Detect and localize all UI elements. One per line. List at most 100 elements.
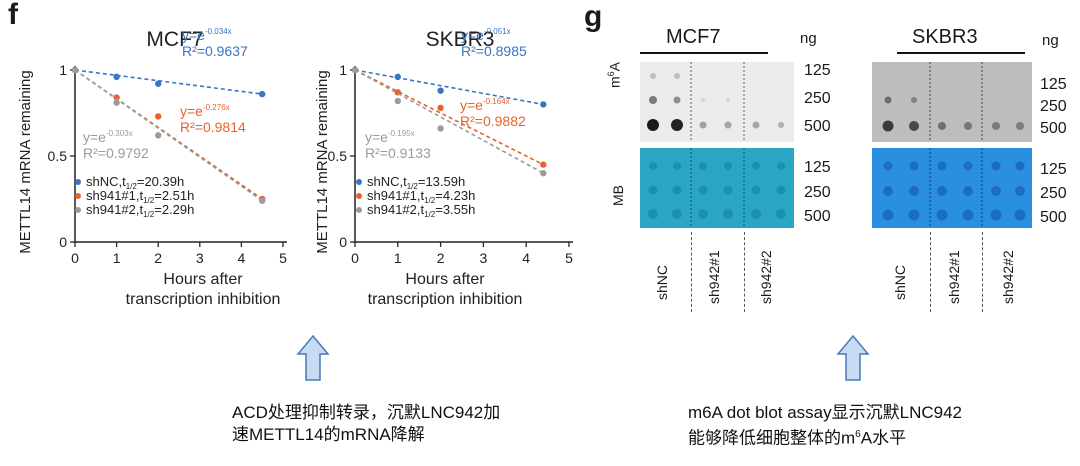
legend-entry: sh941#1,t1/2=2.51h: [86, 188, 194, 205]
legend-value: =20.39h: [137, 174, 184, 189]
legend-subscript: 1/2: [143, 196, 155, 205]
fit-r2: R²=0.9814: [180, 119, 246, 135]
legend-entry: sh941#2,t1/2=2.29h: [86, 202, 194, 219]
mcf7-mb-membrane: [640, 148, 794, 228]
amount-label: 125: [804, 62, 831, 79]
x-tick-label: 3: [480, 250, 488, 266]
amount-label: 125: [1040, 76, 1067, 93]
lane-label-sh942-2-skbr3: sh942#2: [1000, 250, 1016, 304]
data-point: [437, 125, 444, 132]
fit-line: [74, 69, 263, 95]
data-point: [540, 101, 547, 108]
data-point: [394, 97, 401, 105]
data-point: [113, 99, 120, 106]
fit-r2: R²=0.9637: [182, 43, 248, 59]
lane-label-sh942-1-mcf7: sh942#1: [706, 250, 722, 304]
fit-r2: R²=0.9133: [365, 145, 431, 161]
lane-label-sh942-1-skbr3: sh942#1: [946, 250, 962, 304]
legend-marker: [356, 207, 362, 213]
data-point: [540, 170, 547, 177]
blot-header-line-skbr3: [897, 52, 1025, 54]
data-point: [155, 113, 162, 120]
y-axis-label: METTL14 mRNA remaining: [314, 70, 331, 253]
fit-equation: y=e-0.303x: [83, 129, 133, 145]
legend-marker: [75, 207, 81, 213]
up-arrow-icon: [296, 334, 330, 381]
data-point: [113, 73, 120, 81]
x-tick-label: 2: [437, 250, 445, 266]
x-tick-label: 1: [113, 250, 121, 266]
lane-label-shnc-skbr3: shNC: [892, 264, 908, 300]
legend-entry: sh941#1,t1/2=4.23h: [367, 188, 475, 205]
fit-exponent: -0.051x: [484, 27, 511, 36]
data-point: [351, 66, 359, 74]
y-tick-label: 0.5: [328, 148, 348, 164]
legend-marker: [75, 193, 81, 199]
fit-exponent: -0.034x: [205, 27, 232, 36]
x-tick-label: 3: [196, 250, 204, 266]
data-point: [71, 66, 79, 74]
data-point: [113, 94, 120, 101]
fit-r2: R²=0.9882: [460, 113, 526, 129]
amount-label: 500: [804, 208, 831, 225]
data-point: [394, 73, 401, 81]
data-point: [437, 87, 444, 94]
lane-separator: [691, 232, 692, 312]
skbr3-mb-dots: [882, 148, 1026, 228]
legend-subscript: 1/2: [424, 210, 436, 219]
legend-subscript: 1/2: [424, 196, 436, 205]
mcf7-m6a-membrane: [640, 62, 794, 142]
unit-label-skbr3: ng: [1042, 32, 1059, 49]
y-tick-label: 1: [59, 62, 67, 78]
fit-r2: R²=0.9792: [83, 145, 149, 161]
fit-exponent: -0.195x: [388, 129, 415, 138]
x-tick-label: 0: [351, 250, 359, 266]
data-point: [437, 104, 444, 112]
x-tick-label: 5: [565, 250, 573, 266]
skbr3-mb-membrane: [872, 148, 1032, 228]
legend-value: =2.29h: [154, 202, 194, 217]
legend-value: =2.51h: [154, 188, 194, 203]
legend-value: =13.59h: [418, 174, 465, 189]
fit-exponent: -0.303x: [106, 129, 133, 138]
skbr3-m6a-dots: [882, 62, 1024, 142]
x-tick-label: 4: [522, 250, 530, 266]
x-axis-label-line2: transcription inhibition: [126, 291, 281, 308]
panel-letter-g: g: [584, 0, 603, 33]
data-point: [259, 197, 266, 204]
data-point: [540, 161, 547, 168]
blot-title-skbr3: SKBR3: [912, 26, 978, 48]
x-tick-label: 0: [71, 250, 79, 266]
mcf7-m6a-dots: [647, 62, 784, 142]
amount-label: 500: [1040, 120, 1067, 137]
y-tick-label: 0.5: [48, 148, 68, 164]
blot-header-line-mcf7: [640, 52, 768, 54]
amount-label: 125: [804, 159, 831, 176]
up-arrow-icon: [836, 334, 870, 381]
legend-value: =4.23h: [435, 188, 475, 203]
data-point: [259, 90, 266, 98]
legend-subscript: 1/2: [143, 210, 155, 219]
legend-marker: [356, 193, 362, 199]
fit-line: [354, 69, 544, 166]
x-tick-label: 2: [154, 250, 162, 266]
legend-subscript: 1/2: [126, 182, 138, 191]
amount-label: 125: [1040, 161, 1067, 178]
x-tick-label: 4: [238, 250, 246, 266]
amount-label: 500: [804, 118, 831, 135]
row-label-mb: MB: [610, 185, 626, 206]
lane-separator: [982, 232, 983, 312]
blot-title-mcf7: MCF7: [666, 26, 721, 48]
fit-r2: R²=0.8985: [461, 43, 527, 59]
legend-marker: [356, 179, 362, 185]
y-tick-label: 1: [339, 62, 347, 78]
fit-exponent: -0.164x: [483, 97, 510, 106]
y-tick-label: 0: [59, 234, 67, 250]
x-tick-label: 1: [394, 250, 402, 266]
lane-separator: [930, 232, 931, 312]
data-point: [155, 80, 162, 87]
amount-label: 250: [804, 90, 831, 107]
data-point: [155, 132, 162, 139]
fit-line: [354, 69, 544, 174]
lane-separator: [744, 232, 745, 312]
